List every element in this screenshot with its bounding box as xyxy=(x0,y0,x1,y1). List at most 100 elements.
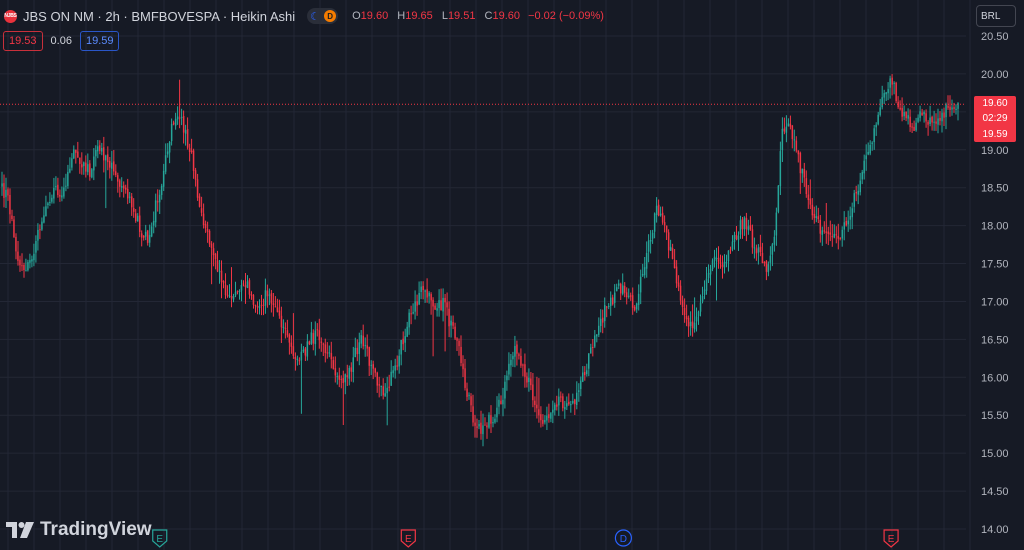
candle-body xyxy=(496,407,498,418)
ask-price-box[interactable]: 19.59 xyxy=(79,31,120,51)
earnings-marker-icon[interactable] xyxy=(400,529,416,548)
candle-body xyxy=(248,280,251,295)
candle-body xyxy=(156,201,159,203)
candle-body xyxy=(713,256,716,261)
candle-body xyxy=(402,338,404,345)
candle-body xyxy=(957,102,959,109)
moon-icon: ☾ xyxy=(310,10,321,23)
candle-body xyxy=(302,349,305,352)
candle-body xyxy=(853,193,855,207)
candle-body xyxy=(857,190,859,195)
candle-body xyxy=(388,386,390,388)
candle-body xyxy=(755,248,758,254)
candle-body xyxy=(29,260,31,263)
candle-body xyxy=(91,169,93,178)
candle-body xyxy=(97,146,99,152)
candle-body xyxy=(887,89,889,94)
candle-body xyxy=(284,328,287,330)
candle-body xyxy=(170,124,173,142)
candle-body xyxy=(27,262,29,271)
candle-body xyxy=(578,390,580,392)
candle-body xyxy=(344,374,346,383)
earnings-marker-icon[interactable] xyxy=(883,529,899,548)
symbol-title[interactable]: JBS ON NM · 2h · BMFBOVESPA · Heikin Ash… xyxy=(23,8,296,24)
candle-body xyxy=(246,281,249,288)
candle-body xyxy=(817,216,819,220)
candle-body xyxy=(430,294,432,301)
candle-body xyxy=(711,260,714,269)
bid-price-box[interactable]: 19.53 xyxy=(3,31,43,51)
candle-body xyxy=(342,378,344,383)
candle-body xyxy=(200,208,203,213)
candle-body xyxy=(482,425,484,435)
candle-body xyxy=(542,419,544,424)
candle-body xyxy=(675,266,678,284)
candle-body xyxy=(618,283,620,286)
candle-body xyxy=(89,163,91,177)
candle-body xyxy=(586,370,588,375)
candle-body xyxy=(691,321,694,328)
candle-body xyxy=(438,300,440,309)
candle-body xyxy=(687,317,690,327)
candle-body xyxy=(45,206,47,217)
candle-body xyxy=(637,293,640,305)
tradingview-brand[interactable]: TradingView xyxy=(6,519,152,541)
symbol-logo-icon: NJBS xyxy=(4,9,17,23)
dividend-marker-icon[interactable] xyxy=(614,529,633,547)
candle-body xyxy=(693,322,696,330)
candle-body xyxy=(1,183,3,187)
candle-body xyxy=(25,270,27,272)
candle-body xyxy=(276,307,279,312)
candle-body xyxy=(262,304,265,306)
candle-body xyxy=(723,261,726,268)
market-status-pill[interactable]: ☾ D xyxy=(307,8,339,24)
candle-body xyxy=(196,179,199,198)
candle-body xyxy=(236,290,239,293)
candle-body xyxy=(819,219,821,234)
candle-body xyxy=(895,82,897,101)
candle-body xyxy=(103,147,105,161)
candle-body xyxy=(43,215,45,223)
candle-body xyxy=(182,116,185,133)
candle-body xyxy=(386,387,388,394)
candle-body xyxy=(809,198,812,205)
candle-body xyxy=(137,215,139,222)
candle-body xyxy=(649,240,652,242)
candle-body xyxy=(434,305,436,310)
candle-body xyxy=(564,407,566,410)
candle-body xyxy=(456,338,458,341)
currency-selector[interactable]: BRL xyxy=(976,5,1016,27)
candle-body xyxy=(404,336,406,343)
candle-body xyxy=(422,285,424,290)
candle-body xyxy=(446,302,448,308)
candle-body xyxy=(839,238,841,240)
candle-body xyxy=(400,340,402,355)
candle-body xyxy=(296,358,299,360)
chart-grid xyxy=(0,0,971,550)
spread-value: 0.06 xyxy=(50,35,72,47)
candle-body xyxy=(625,292,628,298)
candle-body xyxy=(396,365,398,367)
earnings-marker-icon[interactable] xyxy=(152,529,168,548)
candle-body xyxy=(494,418,496,423)
candle-body xyxy=(877,114,879,125)
candle-body xyxy=(588,353,590,369)
candle-body xyxy=(602,317,604,323)
candle-body xyxy=(727,250,730,262)
candle-body xyxy=(127,188,129,199)
candle-body xyxy=(753,247,756,249)
candle-body xyxy=(899,107,901,110)
candle-body xyxy=(821,230,823,235)
candle-body xyxy=(560,396,562,398)
candle-body xyxy=(536,404,538,409)
candle-body xyxy=(761,252,764,264)
candle-body xyxy=(789,123,792,127)
candle-body xyxy=(663,222,666,226)
candle-body xyxy=(791,125,794,139)
candle-body xyxy=(39,229,41,231)
candle-body xyxy=(115,171,117,175)
delay-badge: D xyxy=(324,10,337,22)
candle-body xyxy=(77,151,79,158)
candle-body xyxy=(176,116,179,120)
